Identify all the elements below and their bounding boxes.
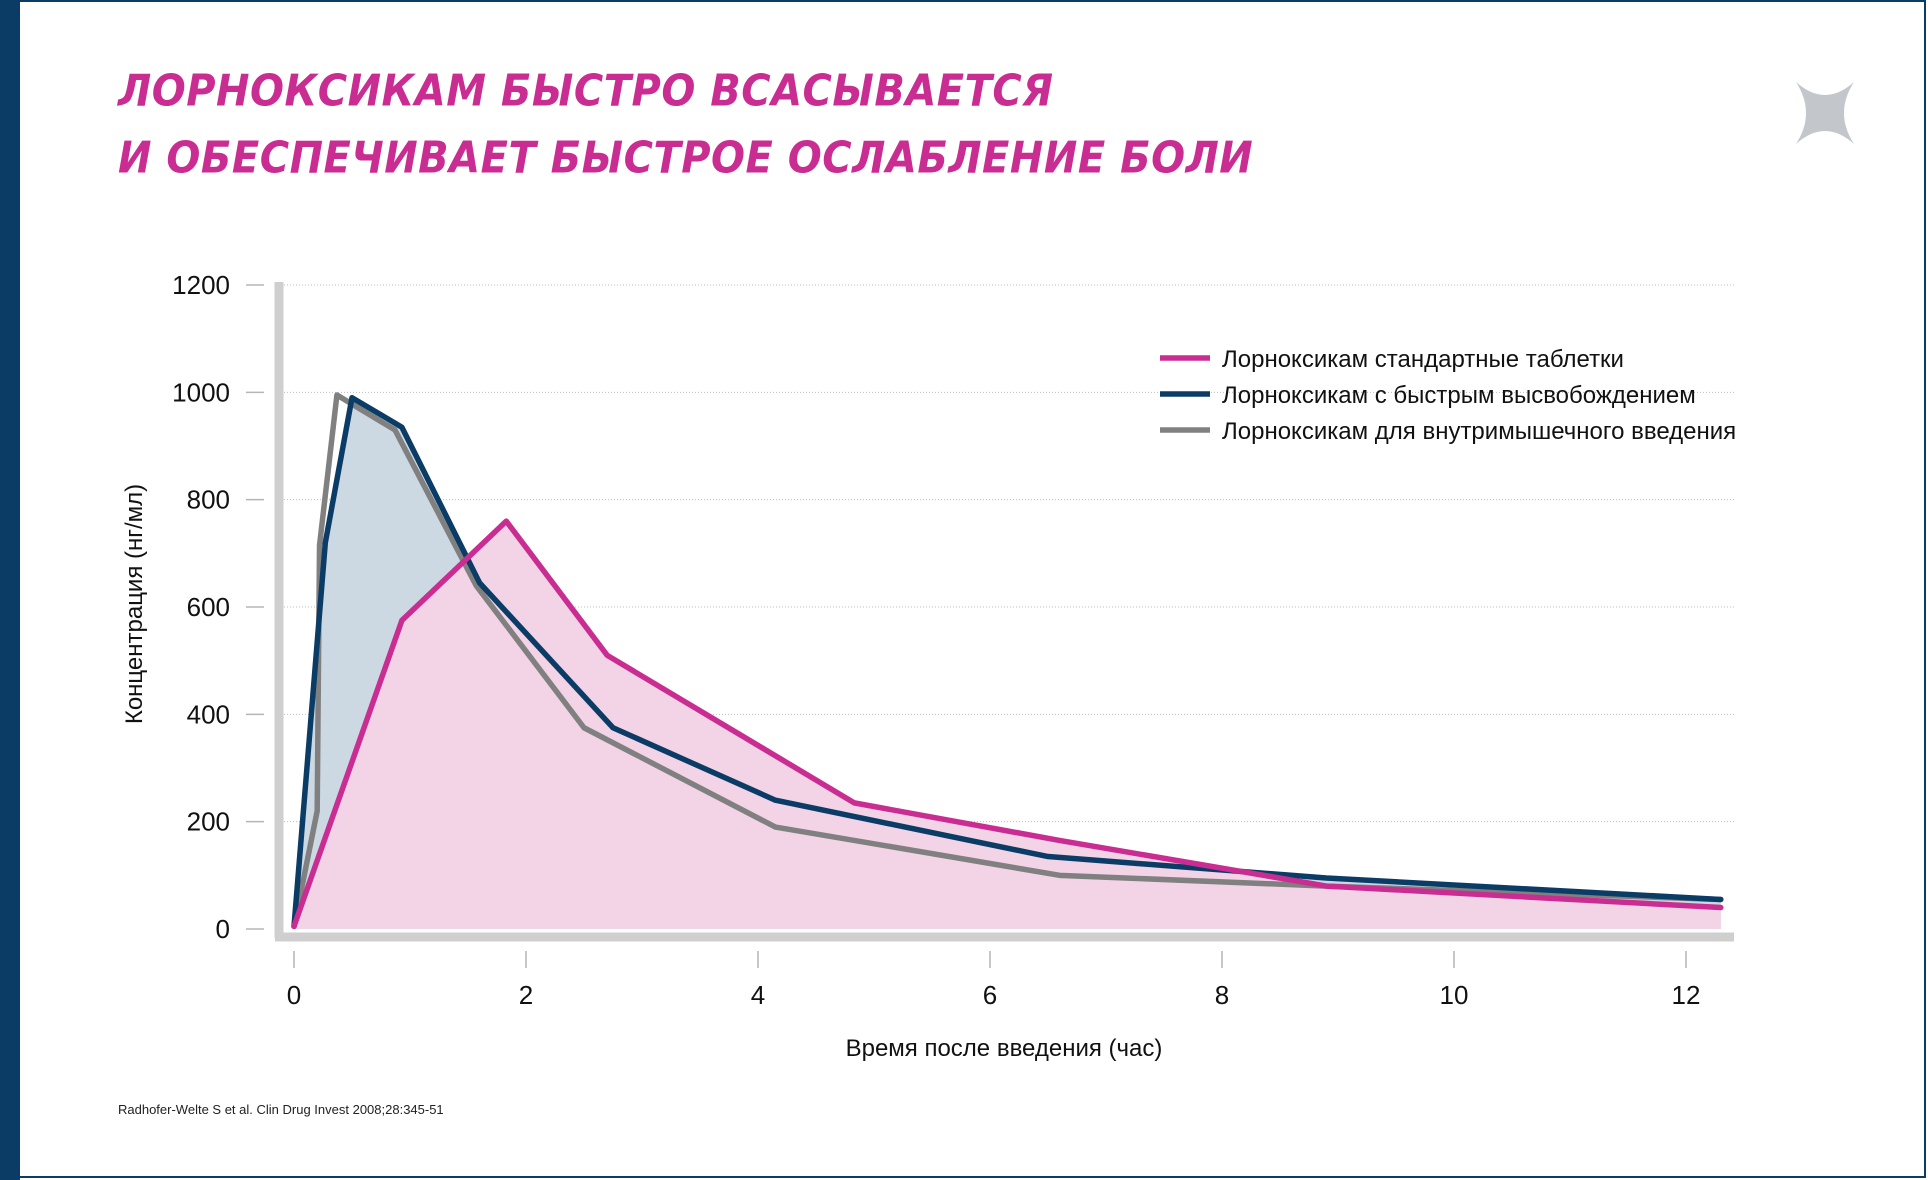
x-tick-label-6: 6 [983,980,997,1010]
tick-labels: 0 200 400 600 800 1000 1200 0 2 4 6 8 10 12 [172,270,1700,1010]
area-fill-series-0 [294,521,1721,929]
left-accent-bar [0,0,20,1180]
title-line-2: И ОБЕСПЕЧИВАЕТ БЫСТРОЕ ОСЛАБЛЕНИЕ БОЛИ [118,133,1254,184]
slide-title: ЛОРНОКСИКАМ БЫСТРО ВСАСЫВАЕТСЯ И ОБЕСПЕЧ… [118,58,1253,192]
y-tick-label-0: 0 [216,914,230,944]
axes [274,282,1734,942]
series-line-0 [291,518,1724,930]
legend-label-1: Лорноксикам с быстрым высвобождением [1222,382,1696,409]
y-tick-label-1200: 1200 [172,270,230,300]
x-axis-label: Время после введения (час) [846,1035,1163,1062]
title-line-1: ЛОРНОКСИКАМ БЫСТРО ВСАСЫВАЕТСЯ [118,66,1054,117]
x-tick-label-10: 10 [1440,980,1469,1010]
x-tick-label-12: 12 [1672,980,1701,1010]
y-axis-label: Концентрация (нг/мл) [121,484,148,724]
slide-border [20,0,1926,1178]
legend: Лорноксикам стандартные таблетки Лорнокси… [1160,346,1736,445]
area-fills [294,397,1721,929]
x-tick-label-2: 2 [519,980,533,1010]
y-tick-label-400: 400 [187,699,230,729]
series-lines [291,392,1724,930]
close-button[interactable] [1790,78,1860,148]
y-tick-label-800: 800 [187,485,230,515]
citation: Radhofer-Welte S et al. Clin Drug Invest… [118,1102,444,1117]
series-line-1 [291,394,1724,930]
legend-label-0: Лорноксикам стандартные таблетки [1222,346,1624,373]
y-tick-label-600: 600 [187,592,230,622]
close-x-icon [1796,82,1854,144]
legend-label-2: Лорноксикам для внутримышечного введения [1222,418,1736,445]
x-tick-label-4: 4 [751,980,765,1010]
y-tick-label-1000: 1000 [172,377,230,407]
y-tick-label-200: 200 [187,807,230,837]
x-tick-label-0: 0 [287,980,301,1010]
x-tick-label-8: 8 [1215,980,1229,1010]
